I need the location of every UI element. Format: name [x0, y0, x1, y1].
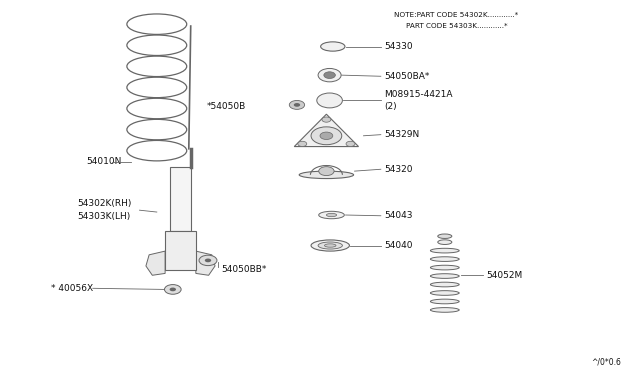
Ellipse shape: [321, 42, 345, 51]
Text: W: W: [326, 97, 333, 103]
Ellipse shape: [430, 291, 459, 295]
Ellipse shape: [318, 242, 342, 249]
Text: PART CODE 54303K............*: PART CODE 54303K............*: [406, 23, 508, 29]
Circle shape: [346, 141, 355, 147]
Ellipse shape: [430, 257, 459, 262]
Text: 54040: 54040: [384, 241, 413, 250]
Ellipse shape: [430, 248, 459, 253]
Ellipse shape: [438, 234, 452, 238]
Circle shape: [199, 255, 217, 266]
Circle shape: [319, 167, 334, 176]
Circle shape: [298, 141, 307, 147]
Circle shape: [318, 68, 341, 82]
Text: 54043: 54043: [384, 211, 413, 220]
Text: ^/0*0.6: ^/0*0.6: [591, 357, 621, 366]
Ellipse shape: [324, 244, 336, 247]
Ellipse shape: [430, 274, 459, 278]
Text: 54330: 54330: [384, 42, 413, 51]
Text: M08915-4421A
(2): M08915-4421A (2): [384, 90, 452, 111]
Ellipse shape: [311, 240, 349, 251]
Ellipse shape: [430, 282, 459, 287]
Ellipse shape: [438, 240, 452, 244]
Ellipse shape: [430, 265, 459, 270]
Circle shape: [164, 285, 181, 294]
Circle shape: [294, 103, 300, 107]
Text: * 40056X: * 40056X: [51, 284, 93, 293]
Ellipse shape: [326, 213, 337, 217]
Polygon shape: [146, 251, 165, 275]
Text: 54302K(RH)
54303K(LH): 54302K(RH) 54303K(LH): [77, 199, 131, 221]
Ellipse shape: [319, 211, 344, 219]
Ellipse shape: [430, 299, 459, 304]
Polygon shape: [196, 251, 215, 275]
Circle shape: [311, 127, 342, 145]
Text: 54320: 54320: [384, 165, 413, 174]
Text: 54052M: 54052M: [486, 271, 523, 280]
Ellipse shape: [300, 171, 353, 179]
Circle shape: [322, 117, 331, 122]
Text: 54010N: 54010N: [86, 157, 122, 166]
Circle shape: [324, 72, 335, 78]
Circle shape: [170, 288, 176, 291]
Circle shape: [205, 259, 211, 262]
Polygon shape: [294, 114, 358, 147]
Circle shape: [289, 100, 305, 109]
Text: *54050B: *54050B: [207, 102, 246, 110]
Text: 54050BA*: 54050BA*: [384, 72, 429, 81]
Circle shape: [317, 93, 342, 108]
FancyBboxPatch shape: [170, 167, 191, 231]
Circle shape: [320, 132, 333, 140]
FancyBboxPatch shape: [165, 231, 196, 270]
Text: NOTE:PART CODE 54302K............*: NOTE:PART CODE 54302K............*: [394, 12, 518, 18]
Text: 54329N: 54329N: [384, 130, 419, 139]
Ellipse shape: [430, 308, 459, 312]
Text: 54050BB*: 54050BB*: [221, 265, 266, 274]
